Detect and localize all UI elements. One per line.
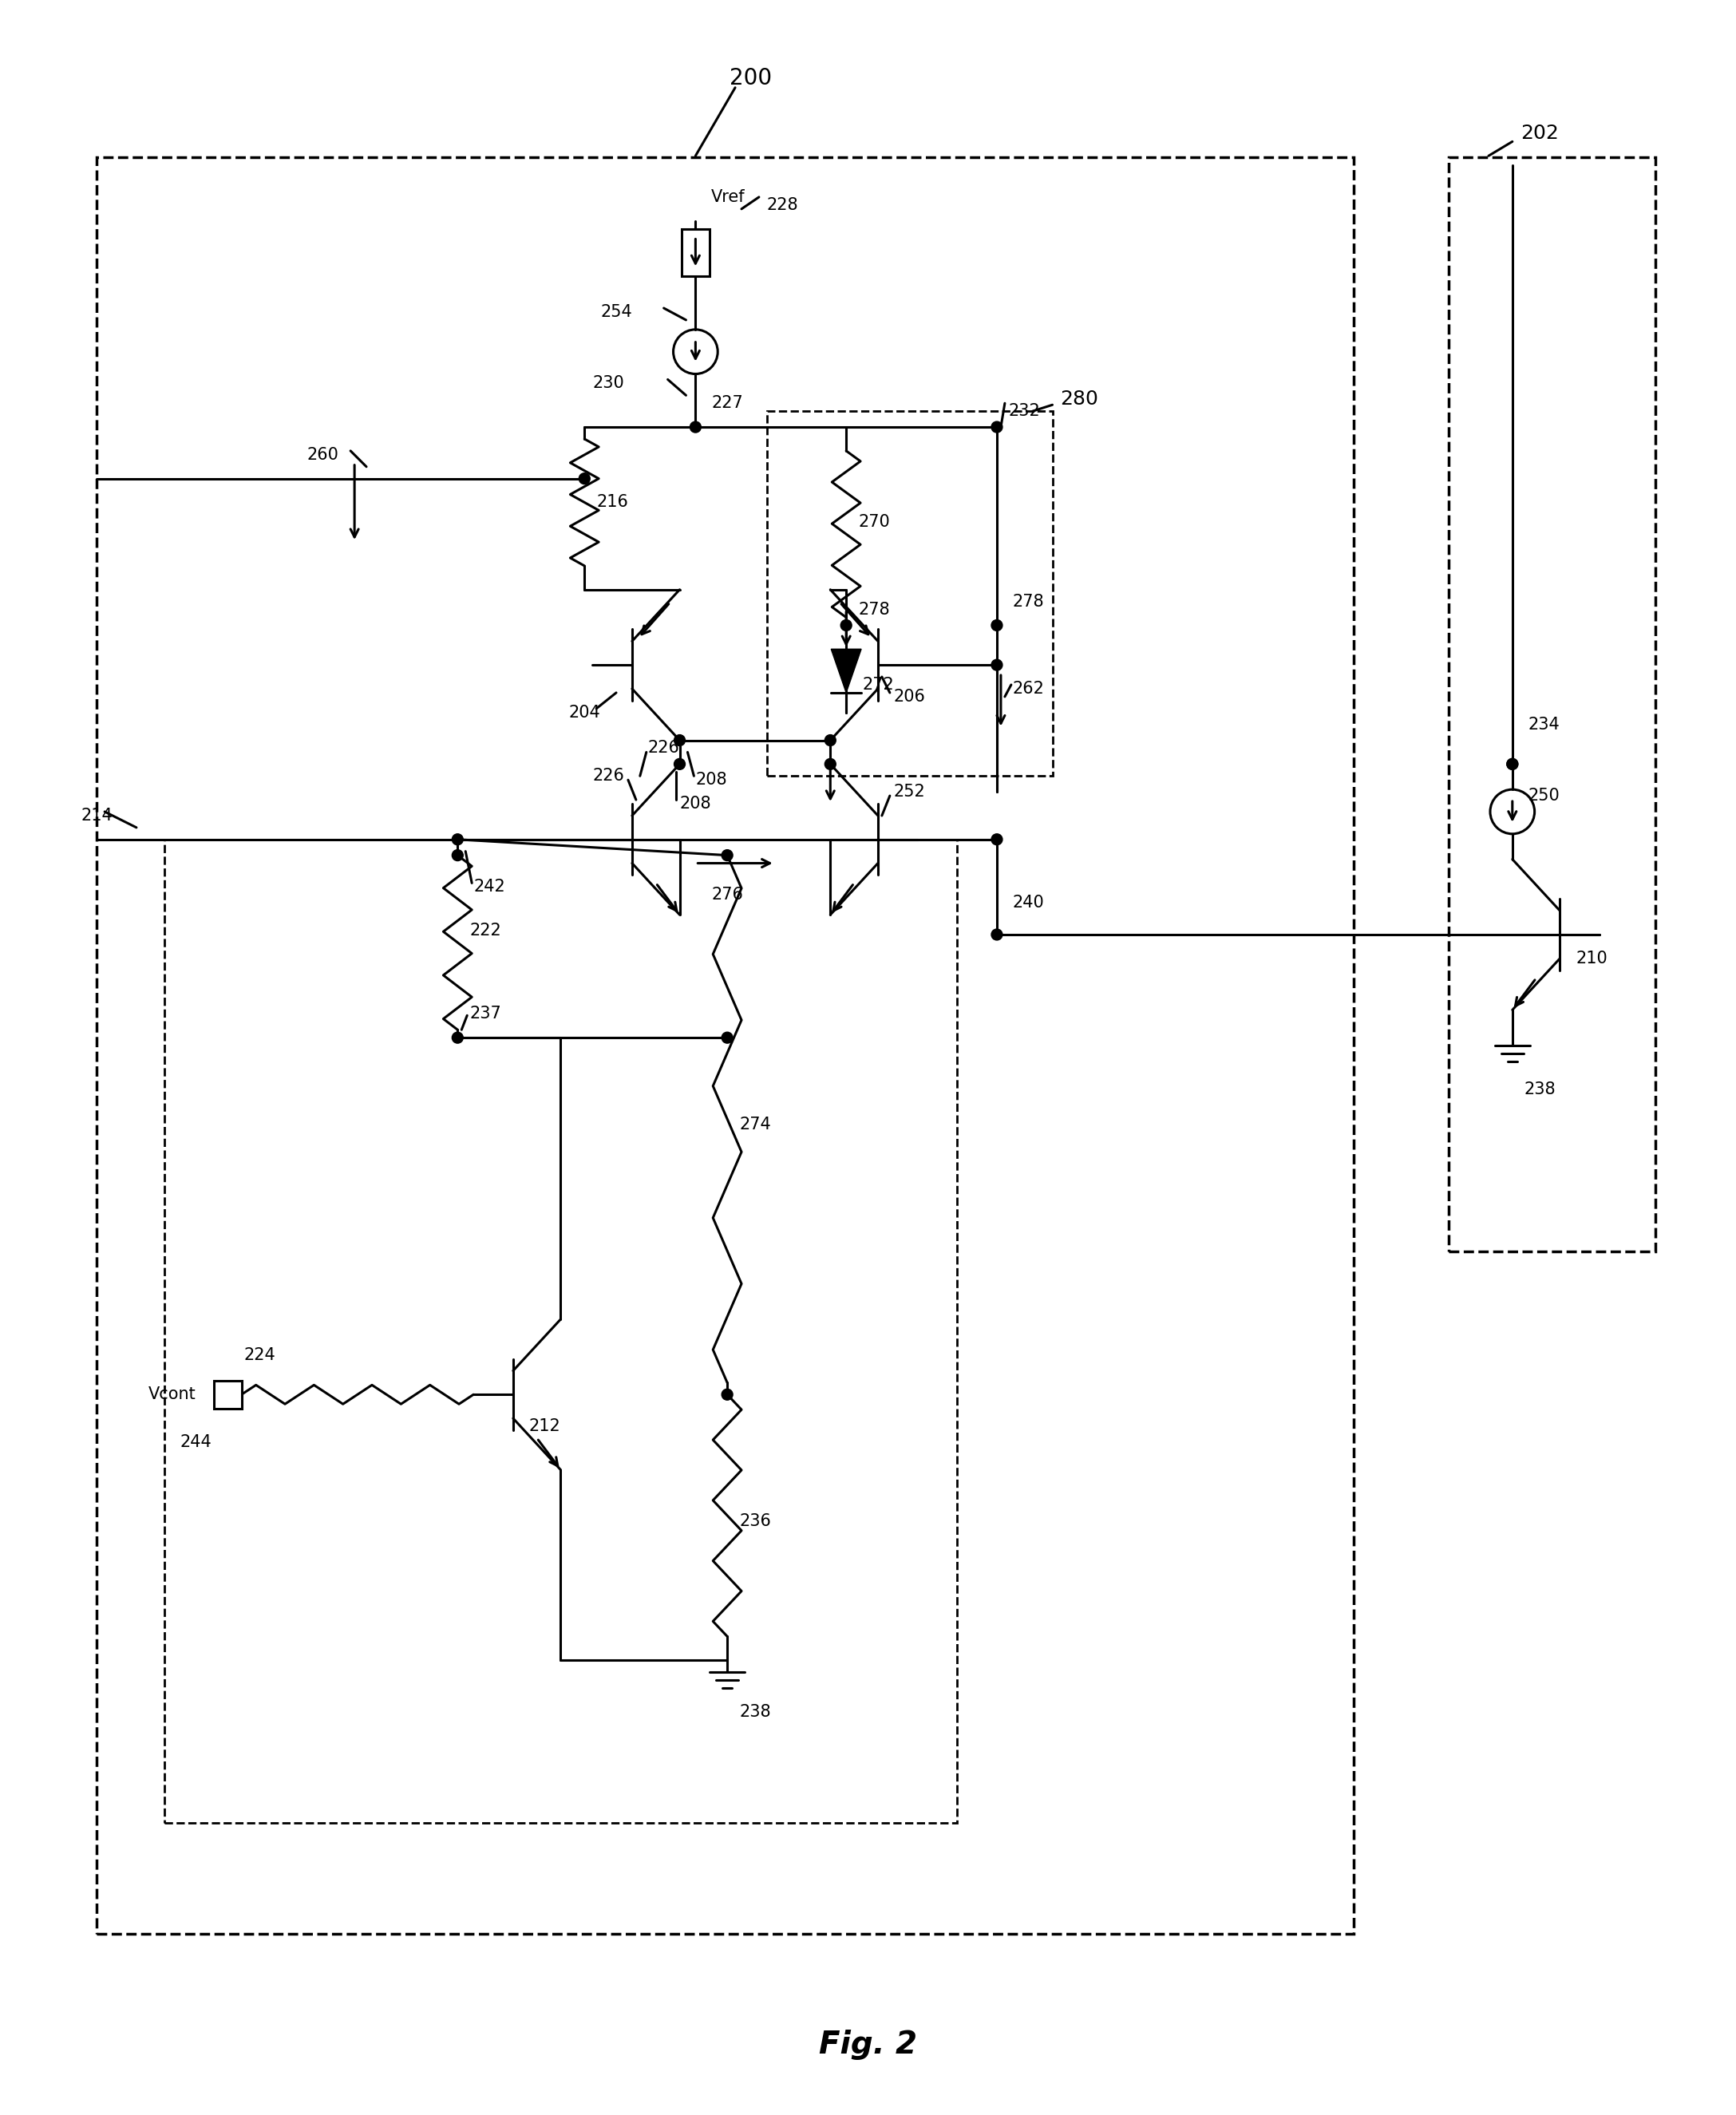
Text: 206: 206 <box>894 689 925 704</box>
Circle shape <box>840 620 852 630</box>
Circle shape <box>674 759 686 770</box>
Text: 252: 252 <box>894 785 925 799</box>
Text: 200: 200 <box>729 68 773 89</box>
Text: Vcont: Vcont <box>148 1387 196 1402</box>
Text: 214: 214 <box>82 808 113 823</box>
Circle shape <box>722 1390 733 1400</box>
Circle shape <box>674 734 686 747</box>
Text: 254: 254 <box>601 305 632 319</box>
Text: 278: 278 <box>858 601 891 618</box>
Circle shape <box>991 833 1002 846</box>
Text: 238: 238 <box>1524 1081 1555 1098</box>
Text: 280: 280 <box>1061 389 1099 408</box>
Text: 238: 238 <box>740 1705 771 1719</box>
Bar <box>214 1381 241 1409</box>
Text: 228: 228 <box>767 197 799 214</box>
Text: 262: 262 <box>1012 681 1045 696</box>
Bar <box>1450 157 1654 1252</box>
Text: 270: 270 <box>858 514 891 531</box>
Text: 232: 232 <box>1009 404 1040 419</box>
Text: 226: 226 <box>648 740 681 757</box>
Circle shape <box>578 474 590 484</box>
Text: 227: 227 <box>712 396 743 410</box>
Text: 234: 234 <box>1528 717 1561 732</box>
Circle shape <box>451 1032 464 1043</box>
Text: Vref: Vref <box>712 188 745 205</box>
Text: 276: 276 <box>712 886 743 903</box>
Text: 278: 278 <box>1012 594 1045 609</box>
Circle shape <box>1507 759 1517 770</box>
Text: 216: 216 <box>597 495 628 510</box>
Text: 260: 260 <box>307 446 339 463</box>
Text: 212: 212 <box>529 1419 561 1434</box>
Bar <box>165 840 957 1823</box>
Text: 240: 240 <box>1012 895 1045 912</box>
Bar <box>767 410 1052 776</box>
Text: 274: 274 <box>740 1117 771 1134</box>
Circle shape <box>991 660 1002 670</box>
Circle shape <box>991 928 1002 941</box>
Circle shape <box>722 1032 733 1043</box>
Text: 222: 222 <box>469 922 502 939</box>
Text: 224: 224 <box>243 1347 276 1362</box>
Circle shape <box>451 850 464 861</box>
Circle shape <box>722 850 733 861</box>
Text: 208: 208 <box>696 772 727 789</box>
Text: 272: 272 <box>863 677 894 694</box>
Circle shape <box>1507 759 1517 770</box>
Text: 204: 204 <box>569 704 601 721</box>
Polygon shape <box>832 649 861 694</box>
Text: 230: 230 <box>592 376 625 391</box>
Bar <box>682 228 710 277</box>
Text: 244: 244 <box>181 1434 212 1451</box>
Circle shape <box>451 833 464 846</box>
Text: Fig. 2: Fig. 2 <box>819 2030 917 2060</box>
Text: 208: 208 <box>681 795 712 812</box>
Text: 237: 237 <box>469 1007 502 1022</box>
Text: 202: 202 <box>1521 125 1559 144</box>
Circle shape <box>991 620 1002 630</box>
Circle shape <box>689 421 701 434</box>
Circle shape <box>991 421 1002 434</box>
Bar <box>97 157 1354 1933</box>
Text: 226: 226 <box>592 768 625 785</box>
Circle shape <box>825 759 835 770</box>
Text: 250: 250 <box>1528 787 1561 804</box>
Circle shape <box>825 734 835 747</box>
Text: 242: 242 <box>474 880 505 895</box>
Text: 236: 236 <box>740 1514 771 1529</box>
Text: 210: 210 <box>1576 950 1608 967</box>
